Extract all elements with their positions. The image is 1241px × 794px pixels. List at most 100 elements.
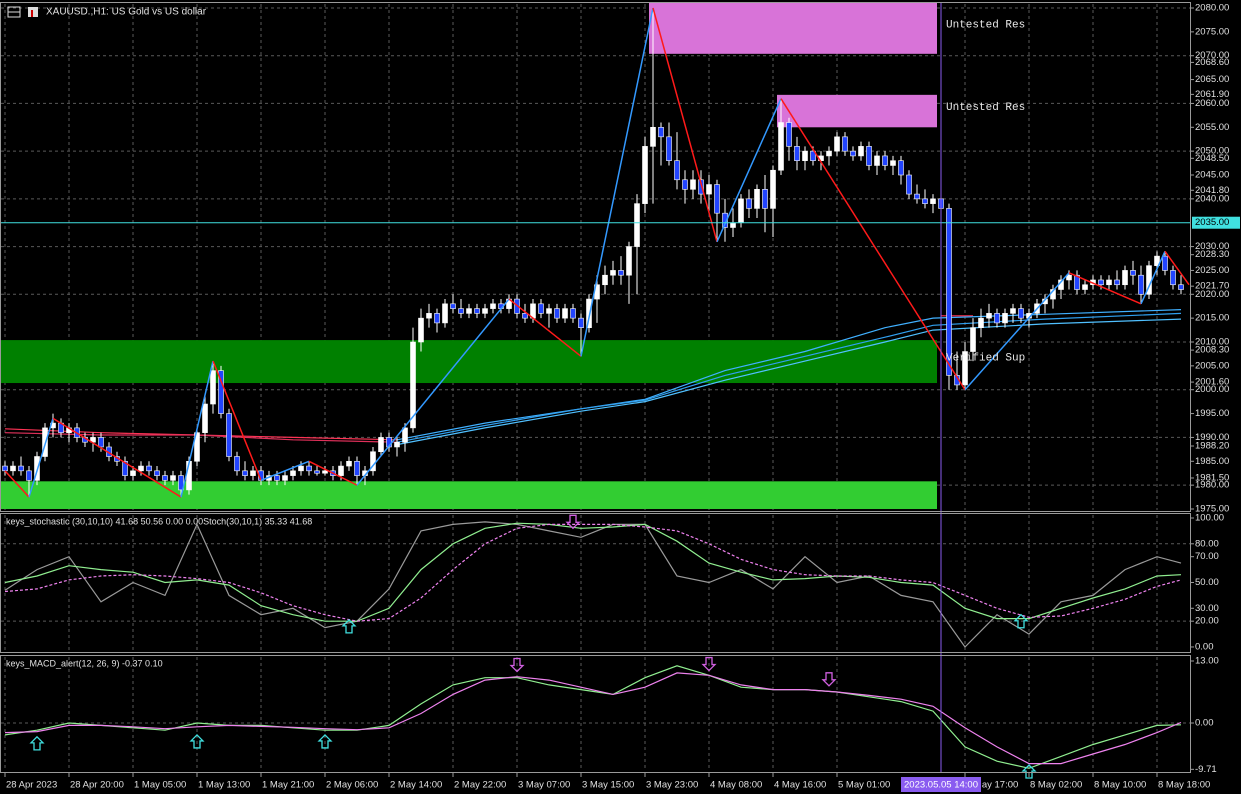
buy-arrow xyxy=(1021,764,1037,779)
x-tick-label: 5 May 01:00 xyxy=(838,780,890,791)
candle-body xyxy=(674,160,680,181)
sell-arrow xyxy=(821,672,837,687)
candle-body xyxy=(122,460,128,476)
candle-body xyxy=(306,465,312,472)
candle-body xyxy=(842,136,848,152)
candle-body xyxy=(538,303,544,314)
indicator-line xyxy=(4,665,1182,769)
candle-body xyxy=(26,470,32,481)
candle-body xyxy=(930,198,936,204)
candle-body xyxy=(474,308,480,314)
x-tick-label: 8 May 10:00 xyxy=(1094,780,1146,791)
candle-body xyxy=(2,465,8,472)
candle-body xyxy=(1002,313,1008,324)
buy-arrow xyxy=(1013,613,1029,629)
candle-body xyxy=(706,184,712,195)
x-tick-label: 8 May 02:00 xyxy=(1030,780,1082,791)
panel-borders xyxy=(0,2,1191,773)
x-tick-label: 3 May 15:00 xyxy=(582,780,634,791)
current-price-box xyxy=(1192,216,1240,229)
current-price-label: 2035.00 xyxy=(1195,217,1229,228)
candle-body xyxy=(962,351,968,386)
x-tick-label: 4 May 16:00 xyxy=(774,780,826,791)
candle-body xyxy=(658,126,664,138)
candle-body xyxy=(250,470,256,476)
x-tick-label: 1 May 21:00 xyxy=(262,780,314,791)
candle-body xyxy=(346,460,352,467)
zigzag-segment xyxy=(652,7,718,243)
y-tick-label: 1985.00 xyxy=(1195,456,1229,467)
zigzag-segment xyxy=(508,298,582,357)
buy-arrow xyxy=(29,735,45,751)
zone-label: Untested Res xyxy=(946,19,1025,31)
candle-body xyxy=(826,150,832,157)
x-tick-label: 3 May 07:00 xyxy=(518,780,570,791)
zigzag-segment xyxy=(260,460,310,482)
y-tick-label: 2068.60 xyxy=(1195,57,1229,68)
candle-body xyxy=(882,155,888,166)
candle-body xyxy=(738,198,744,224)
x-tick-label: 8 May 18:00 xyxy=(1158,780,1210,791)
candle-body xyxy=(442,303,448,324)
y-tick-label: 20.00 xyxy=(1195,616,1219,627)
candle-body xyxy=(1178,284,1184,290)
zigzag-segment xyxy=(580,7,654,357)
y-tick-label: 1975.00 xyxy=(1195,504,1229,515)
zone xyxy=(649,3,937,54)
candle-body xyxy=(234,456,240,472)
x-tick-label: 2 May 06:00 xyxy=(326,780,378,791)
sell-arrow xyxy=(701,656,717,672)
panel-title: keys_MACD_alert(12, 26, 9) -0.37 0.10 xyxy=(6,658,163,668)
candle-body xyxy=(338,465,344,476)
candle-body xyxy=(170,475,176,481)
zigzag-segment xyxy=(308,460,358,486)
buy-arrow xyxy=(341,618,357,634)
candle-body xyxy=(714,184,720,214)
candle-body xyxy=(690,179,696,190)
y-tick-label: 2030.00 xyxy=(1195,241,1229,252)
candle-body xyxy=(994,313,1000,324)
candle-body xyxy=(810,150,816,161)
symbol-icons xyxy=(7,6,38,18)
candle-body xyxy=(1154,255,1160,266)
candle-body xyxy=(898,160,904,176)
sell-arrow xyxy=(509,657,525,673)
candle-body xyxy=(890,160,896,166)
candle-body xyxy=(394,441,400,448)
indicator-line xyxy=(4,672,1182,765)
candle-body xyxy=(698,179,704,195)
candle-body xyxy=(418,317,424,343)
candle-body xyxy=(402,427,408,443)
candle-body xyxy=(906,174,912,195)
candle-body xyxy=(98,437,104,448)
candle-body xyxy=(834,136,840,152)
buy-arrow xyxy=(189,734,205,749)
indicator-line xyxy=(4,521,1182,648)
cursor-label: 2023.05.05 14:00 xyxy=(904,780,978,791)
x-tick-label: 5 May 17:00 xyxy=(966,780,1018,791)
candle-body xyxy=(490,303,496,309)
candle-body xyxy=(922,198,928,204)
candle-body xyxy=(858,146,864,157)
indicator-line xyxy=(4,522,1182,622)
y-tick-label: 2050.00 xyxy=(1195,146,1229,157)
candle-body xyxy=(138,465,144,472)
candle-body xyxy=(1130,270,1136,276)
candle-body xyxy=(554,308,560,319)
candle-body xyxy=(914,193,920,200)
candle-body xyxy=(354,460,360,476)
x-tick-label: 2 May 14:00 xyxy=(390,780,442,791)
candle-body xyxy=(770,169,776,209)
candle-body xyxy=(482,308,488,314)
candle-body xyxy=(426,313,432,319)
y-tick-label: 50.00 xyxy=(1195,577,1219,588)
candle-body xyxy=(10,465,16,472)
candle-body xyxy=(282,475,288,481)
candle-body xyxy=(18,465,24,472)
zigzag-segment xyxy=(1164,250,1190,286)
candle-body xyxy=(210,370,216,405)
zigzag-segment xyxy=(1068,272,1142,305)
y-tick-label: 2040.00 xyxy=(1195,193,1229,204)
candle-body xyxy=(666,136,672,161)
